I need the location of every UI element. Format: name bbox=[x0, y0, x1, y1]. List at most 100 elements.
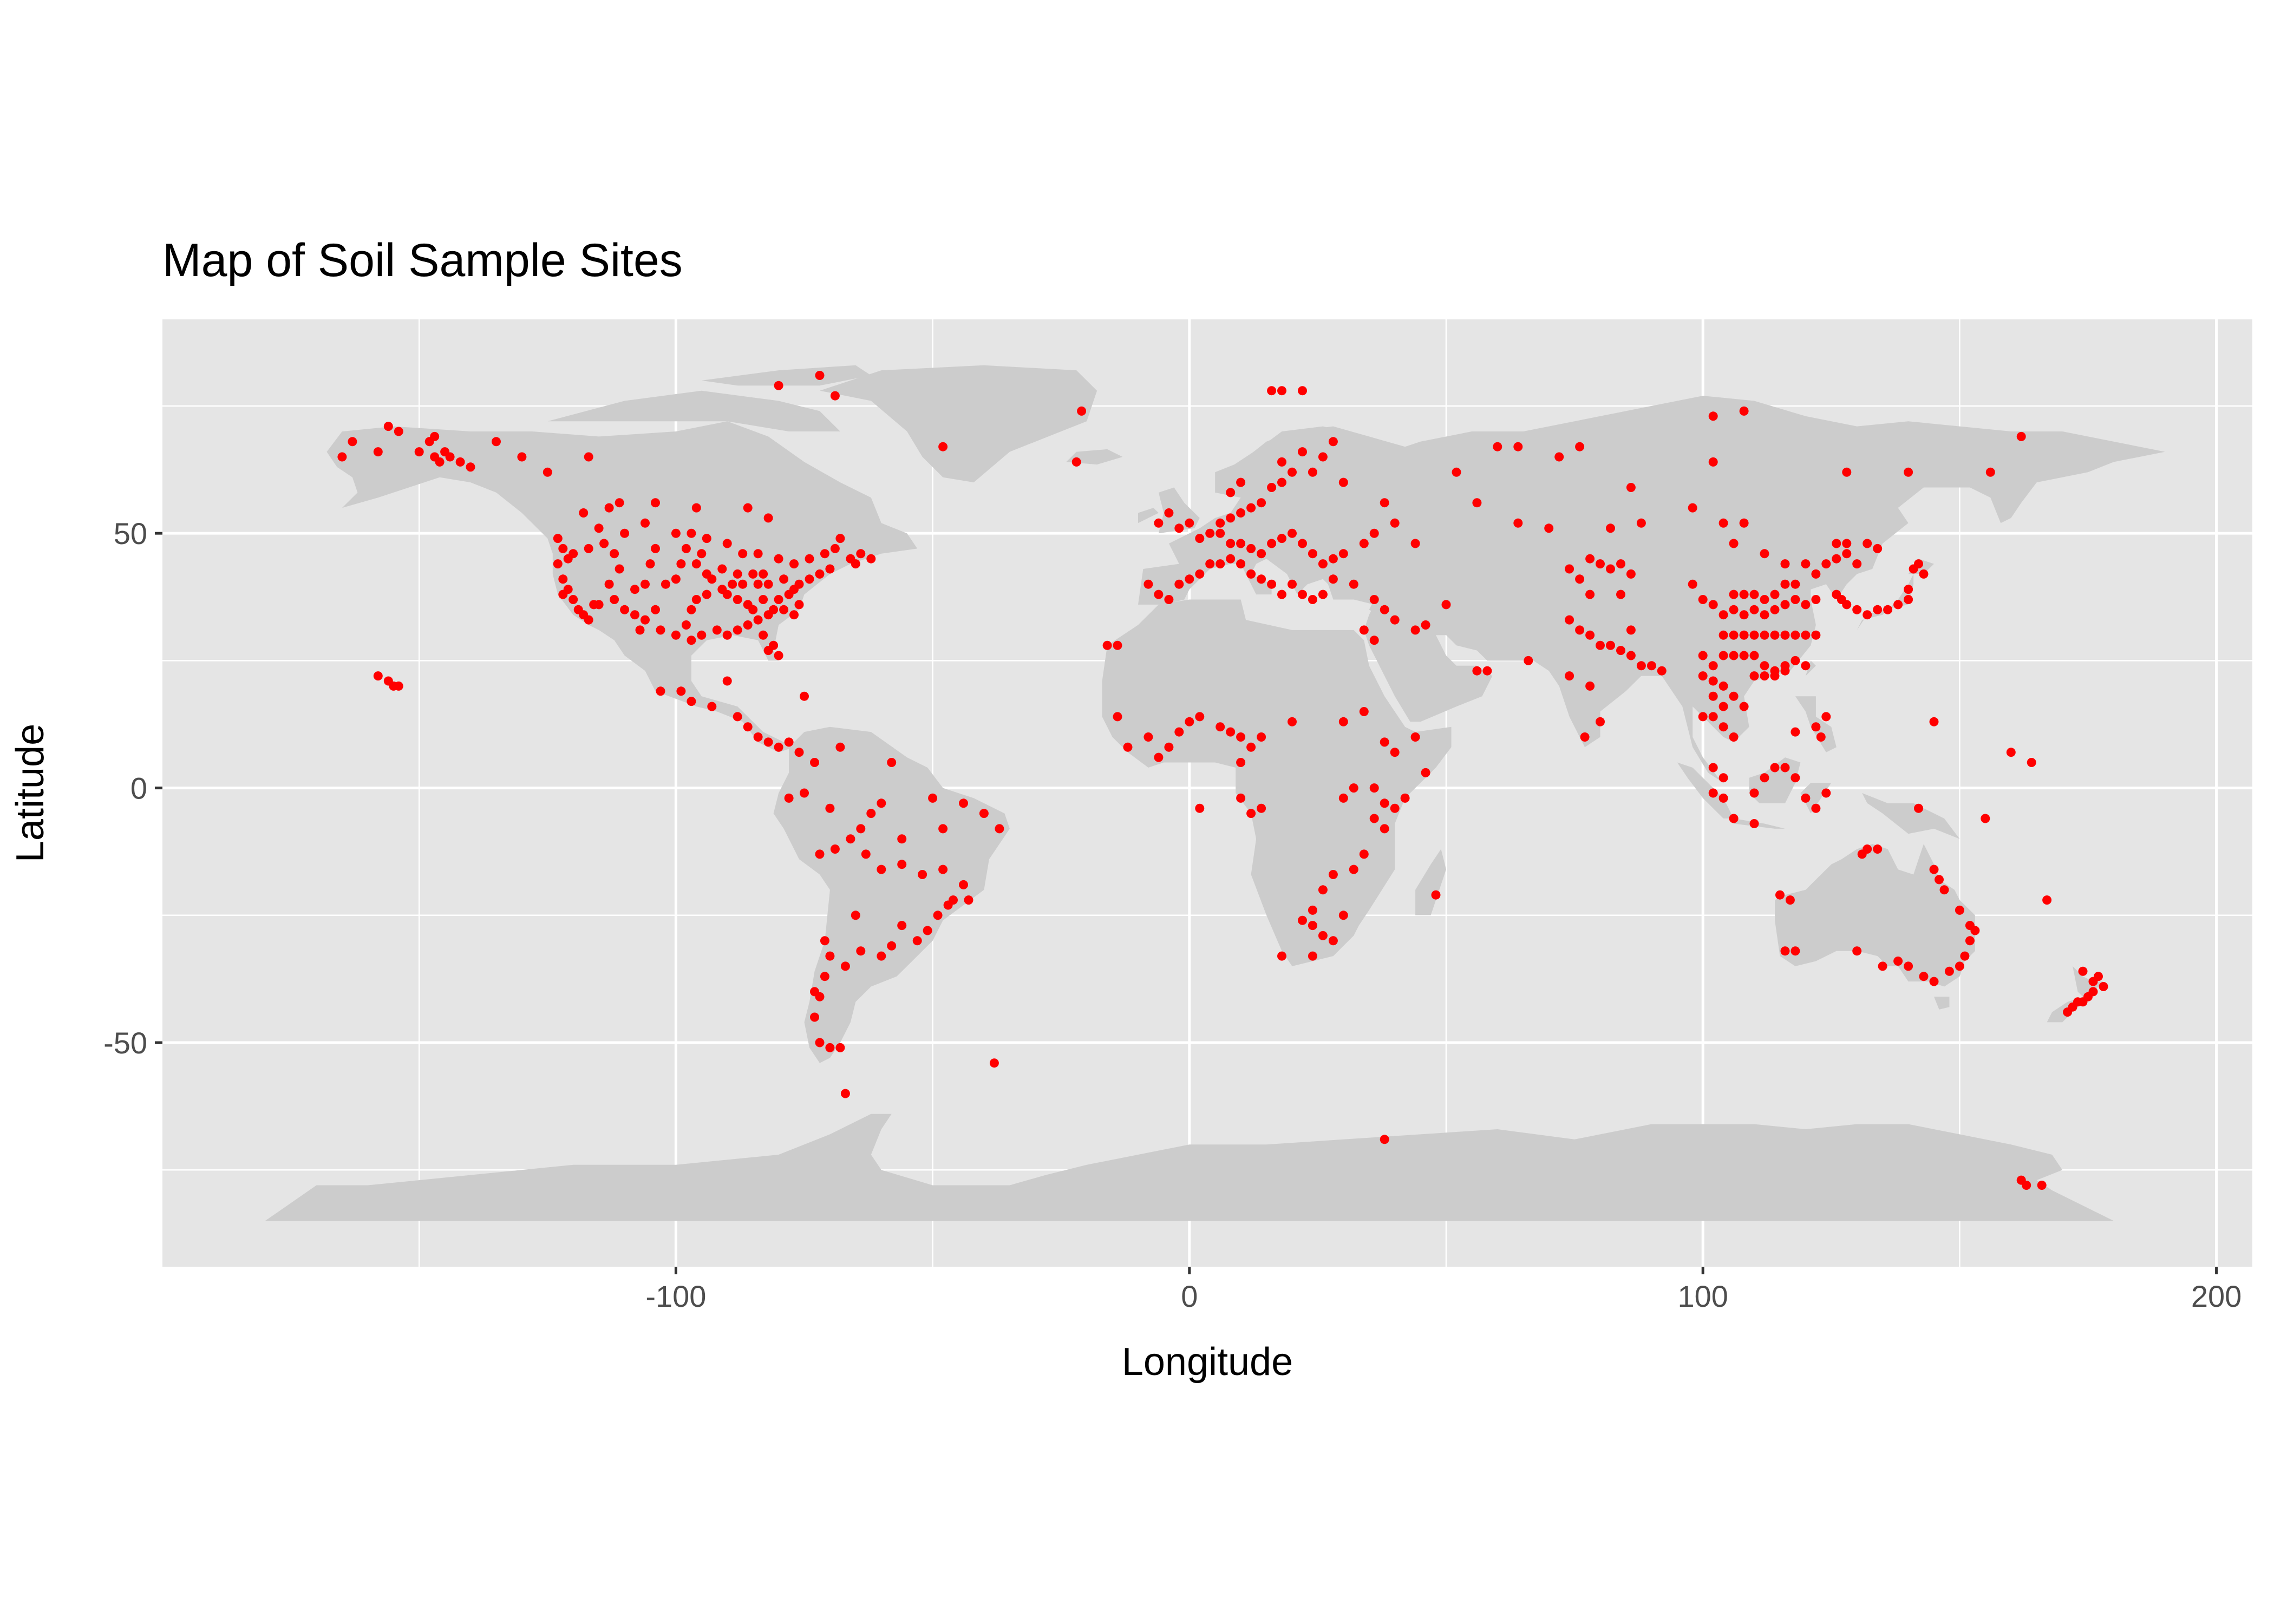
sample-site-point bbox=[959, 798, 968, 808]
sample-site-point bbox=[1821, 788, 1831, 798]
sample-site-point bbox=[1780, 666, 1790, 676]
sample-site-point bbox=[1718, 722, 1728, 732]
sample-site-point bbox=[373, 671, 383, 681]
sample-site-point bbox=[743, 503, 753, 513]
sample-site-point bbox=[1205, 528, 1215, 538]
sample-site-point bbox=[1708, 600, 1718, 610]
sample-site-point bbox=[1749, 819, 1759, 828]
world-land bbox=[265, 365, 2165, 1221]
sample-site-point bbox=[1328, 554, 1338, 564]
sample-site-point bbox=[800, 788, 809, 798]
sample-site-point bbox=[1842, 539, 1852, 548]
sample-site-point bbox=[1760, 595, 1769, 604]
sample-site-point bbox=[800, 691, 809, 701]
sample-site-point bbox=[1493, 442, 1502, 451]
sample-site-point bbox=[1739, 630, 1749, 640]
sample-site-point bbox=[702, 590, 711, 599]
sample-site-point bbox=[1338, 793, 1348, 803]
sample-site-point bbox=[763, 737, 773, 747]
sample-site-point bbox=[938, 824, 948, 834]
sample-site-point bbox=[492, 437, 501, 447]
sample-site-point bbox=[825, 564, 835, 574]
sample-site-point bbox=[1185, 518, 1194, 528]
sample-site-point bbox=[1791, 727, 1800, 737]
sample-site-point bbox=[687, 605, 696, 614]
sample-site-point bbox=[774, 595, 783, 604]
sample-site-point bbox=[846, 834, 855, 844]
sample-site-point bbox=[1400, 793, 1410, 803]
sample-site-point bbox=[1811, 630, 1821, 640]
sample-site-point bbox=[2042, 895, 2052, 905]
sample-site-point bbox=[1164, 742, 1174, 752]
y-axis-title: Latitude bbox=[9, 724, 52, 862]
sample-site-point bbox=[1328, 437, 1338, 447]
x-tick-label: 0 bbox=[1181, 1279, 1198, 1313]
sample-site-point bbox=[1226, 488, 1236, 497]
sample-site-point bbox=[933, 911, 943, 920]
land-greenland bbox=[820, 365, 1097, 483]
sample-site-point bbox=[2078, 966, 2088, 976]
sample-site-point bbox=[897, 860, 907, 869]
sample-sites bbox=[337, 371, 2108, 1190]
sample-site-point bbox=[651, 498, 660, 508]
x-tick-label: -100 bbox=[645, 1279, 706, 1313]
sample-site-point bbox=[1739, 406, 1749, 416]
sample-site-point bbox=[1390, 518, 1400, 528]
sample-site-point bbox=[1154, 752, 1164, 762]
sample-site-point bbox=[840, 1089, 850, 1098]
sample-site-point bbox=[1288, 528, 1297, 538]
sample-site-point bbox=[733, 625, 742, 635]
sample-site-point bbox=[815, 992, 825, 1001]
sample-site-point bbox=[1749, 788, 1759, 798]
sample-site-point bbox=[805, 574, 814, 584]
sample-site-point bbox=[1154, 590, 1164, 599]
sample-site-point bbox=[912, 936, 922, 946]
sample-site-point bbox=[717, 564, 727, 574]
sample-site-point bbox=[1113, 712, 1122, 722]
sample-site-point bbox=[830, 844, 840, 854]
land-antarctica bbox=[265, 1114, 2114, 1221]
sample-site-point bbox=[753, 732, 763, 742]
sample-site-point bbox=[543, 467, 552, 477]
land-eurasia bbox=[1138, 396, 2165, 783]
sample-site-point bbox=[558, 590, 568, 599]
sample-site-point bbox=[1873, 543, 1883, 553]
sample-site-point bbox=[1657, 666, 1667, 676]
sample-site-point bbox=[1359, 707, 1369, 716]
sample-site-point bbox=[1863, 539, 1872, 548]
sample-site-point bbox=[774, 381, 783, 390]
sample-site-point bbox=[553, 559, 563, 569]
sample-site-point bbox=[1328, 574, 1338, 584]
sample-site-point bbox=[989, 1058, 999, 1068]
sample-site-point bbox=[1606, 640, 1615, 650]
sample-site-point bbox=[1780, 579, 1790, 589]
sample-site-point bbox=[1298, 915, 1307, 925]
sample-site-point bbox=[1878, 961, 1887, 971]
sample-site-point bbox=[1626, 651, 1636, 660]
sample-site-point bbox=[779, 605, 789, 614]
sample-site-point bbox=[594, 600, 604, 610]
sample-site-point bbox=[1616, 559, 1625, 569]
sample-site-point bbox=[1308, 549, 1317, 559]
sample-site-point bbox=[1226, 727, 1236, 737]
sample-site-point bbox=[835, 534, 845, 543]
sample-site-point bbox=[1298, 447, 1307, 457]
sample-site-point bbox=[1513, 518, 1523, 528]
sample-site-point bbox=[825, 1043, 835, 1052]
sample-site-point bbox=[1318, 452, 1328, 462]
sample-site-point bbox=[1749, 671, 1759, 681]
sample-site-point bbox=[1308, 951, 1317, 961]
sample-site-point bbox=[784, 737, 794, 747]
sample-site-point bbox=[1981, 814, 1990, 823]
sample-site-point bbox=[1770, 605, 1780, 614]
sample-site-point bbox=[1904, 585, 1913, 594]
x-tick-label: 200 bbox=[2191, 1279, 2242, 1313]
sample-site-point bbox=[789, 559, 799, 569]
sample-site-point bbox=[1349, 865, 1358, 874]
sample-site-point bbox=[2094, 972, 2103, 981]
sample-site-point bbox=[1277, 457, 1286, 467]
sample-site-point bbox=[1380, 1135, 1389, 1144]
land-australia bbox=[1775, 844, 1975, 987]
land-arabian-and-mideast bbox=[1369, 594, 1436, 636]
